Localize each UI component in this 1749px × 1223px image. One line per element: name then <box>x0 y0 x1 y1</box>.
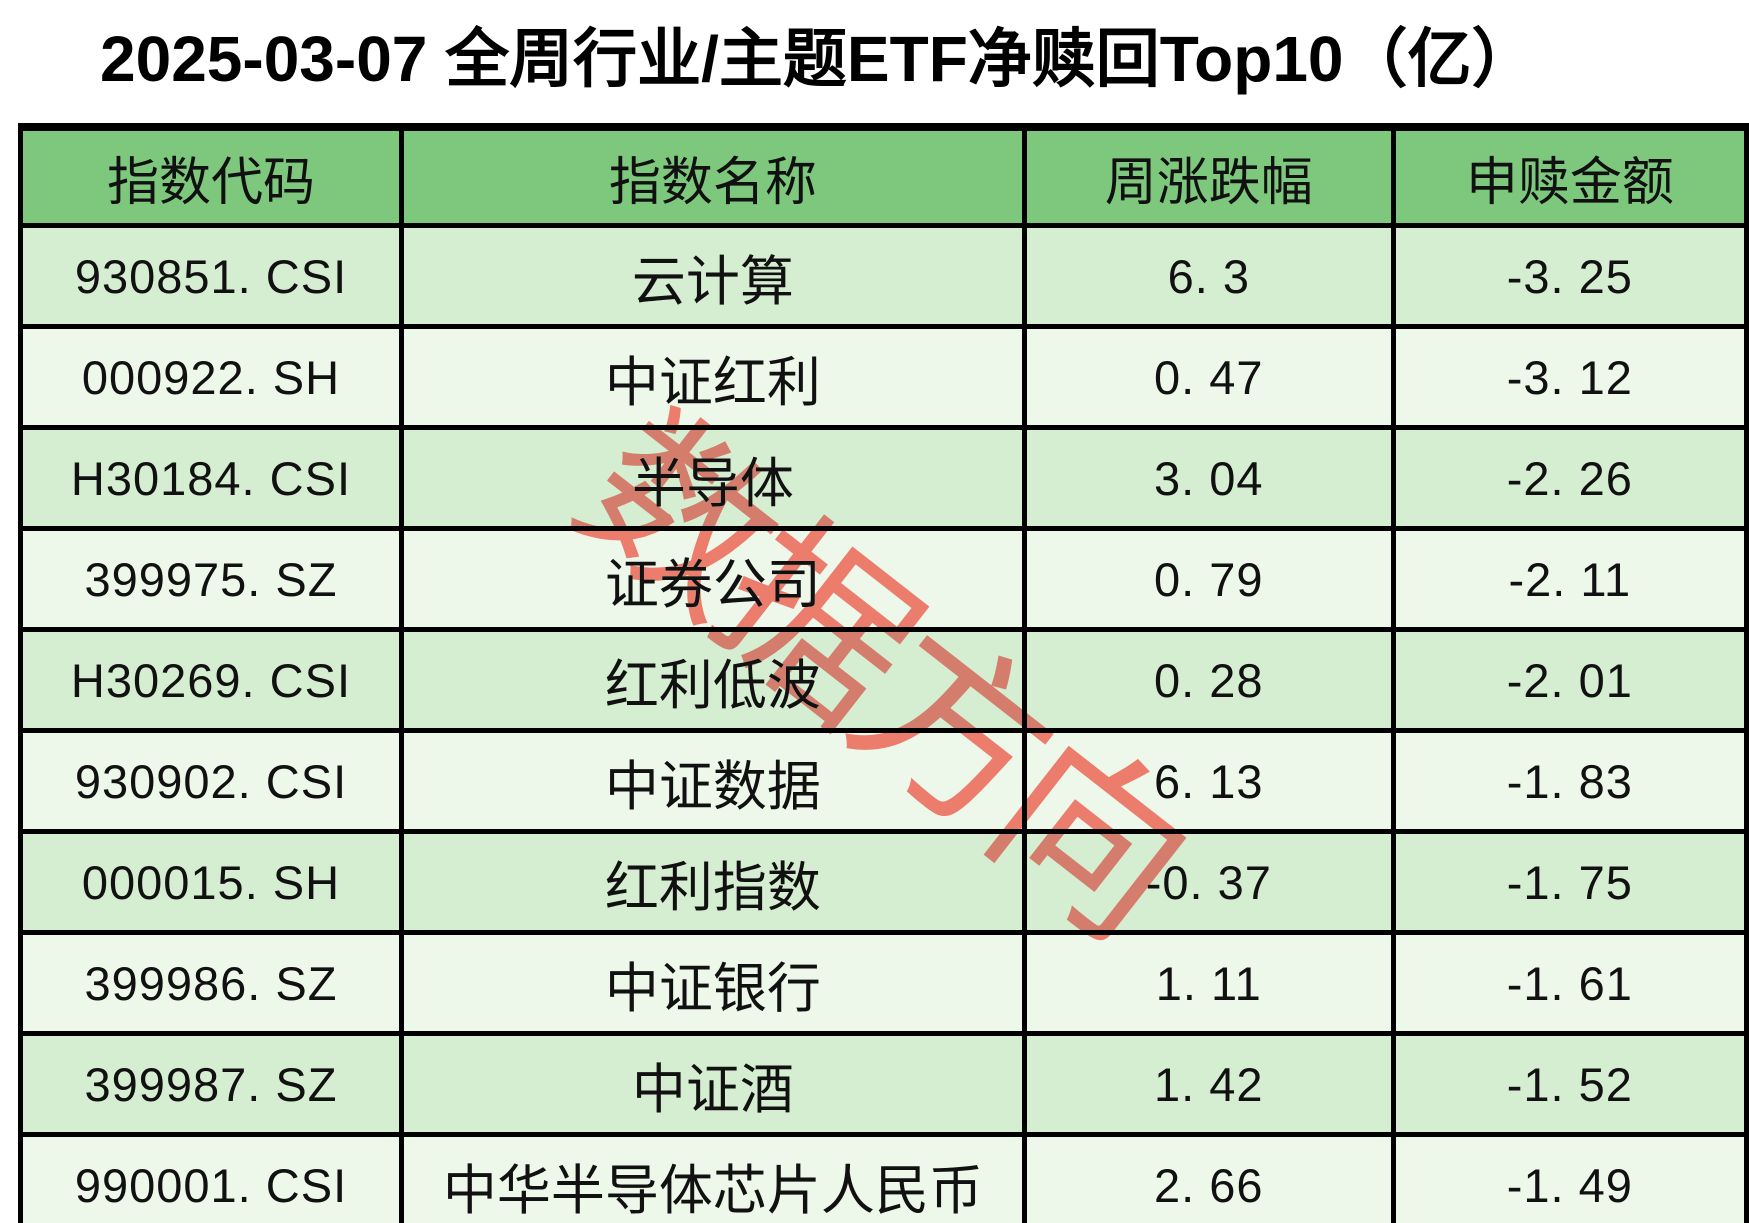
cell-weekly-change: 0. 28 <box>1021 627 1396 733</box>
col-header-index-code: 指数代码 <box>18 123 404 228</box>
cell-index-code: H30269. CSI <box>18 627 404 733</box>
col-header-weekly-change: 周涨跌幅 <box>1021 123 1396 228</box>
cell-index-code: 399986. SZ <box>18 930 404 1036</box>
cell-index-name: 中华半导体芯片人民币 <box>398 1132 1027 1223</box>
col-header-redemption: 申赎金额 <box>1390 123 1749 228</box>
cell-weekly-change: 0. 47 <box>1021 324 1396 430</box>
table-row: H30269. CSI 红利低波 0. 28 -2. 01 <box>18 627 1749 733</box>
cell-redemption: -2. 26 <box>1390 425 1749 531</box>
cell-weekly-change: -0. 37 <box>1021 829 1396 935</box>
cell-index-name: 红利指数 <box>398 829 1027 935</box>
col-header-index-name: 指数名称 <box>398 123 1027 228</box>
table-row: 399986. SZ 中证银行 1. 11 -1. 61 <box>18 930 1749 1036</box>
header-row: 指数代码 指数名称 周涨跌幅 申赎金额 <box>18 123 1749 228</box>
cell-index-code: 000922. SH <box>18 324 404 430</box>
cell-redemption: -2. 11 <box>1390 526 1749 632</box>
cell-redemption: -1. 83 <box>1390 728 1749 834</box>
cell-weekly-change: 6. 13 <box>1021 728 1396 834</box>
cell-index-code: 000015. SH <box>18 829 404 935</box>
cell-index-name: 云计算 <box>398 223 1027 329</box>
cell-index-code: 990001. CSI <box>18 1132 404 1223</box>
table-row: 930851. CSI 云计算 6. 3 -3. 25 <box>18 223 1749 329</box>
cell-weekly-change: 6. 3 <box>1021 223 1396 329</box>
cell-redemption: -1. 52 <box>1390 1031 1749 1137</box>
cell-weekly-change: 2. 66 <box>1021 1132 1396 1223</box>
cell-redemption: -1. 61 <box>1390 930 1749 1036</box>
cell-index-name: 中证红利 <box>398 324 1027 430</box>
table-row: 990001. CSI 中华半导体芯片人民币 2. 66 -1. 49 <box>18 1132 1749 1223</box>
cell-weekly-change: 0. 79 <box>1021 526 1396 632</box>
cell-index-name: 中证数据 <box>398 728 1027 834</box>
cell-index-code: 930851. CSI <box>18 223 404 329</box>
cell-index-name: 半导体 <box>398 425 1027 531</box>
table-row: 000922. SH 中证红利 0. 47 -3. 12 <box>18 324 1749 430</box>
table-row: 399975. SZ 证券公司 0. 79 -2. 11 <box>18 526 1749 632</box>
cell-index-code: H30184. CSI <box>18 425 404 531</box>
table-row: H30184. CSI 半导体 3. 04 -2. 26 <box>18 425 1749 531</box>
cell-index-code: 399987. SZ <box>18 1031 404 1137</box>
cell-index-name: 红利低波 <box>398 627 1027 733</box>
table-row: 930902. CSI 中证数据 6. 13 -1. 83 <box>18 728 1749 834</box>
cell-weekly-change: 1. 11 <box>1021 930 1396 1036</box>
cell-index-name: 中证酒 <box>398 1031 1027 1137</box>
cell-index-code: 930902. CSI <box>18 728 404 834</box>
cell-redemption: -1. 75 <box>1390 829 1749 935</box>
etf-table: 指数代码 指数名称 周涨跌幅 申赎金额 930851. CSI 云计算 6. 3 -3… <box>18 123 1749 1223</box>
table-row: 399987. SZ 中证酒 1. 42 -1. 52 <box>18 1031 1749 1137</box>
cell-index-code: 399975. SZ <box>18 526 404 632</box>
page-title: 2025-03-07 全周行业/主题ETF净赎回Top10（亿） <box>100 23 1536 95</box>
cell-redemption: -3. 25 <box>1390 223 1749 329</box>
cell-redemption: -1. 49 <box>1390 1132 1749 1223</box>
cell-index-name: 证券公司 <box>398 526 1027 632</box>
cell-redemption: -2. 01 <box>1390 627 1749 733</box>
table-body: 930851. CSI 云计算 6. 3 -3. 25 000922. SH 中证红利 0.… <box>18 223 1749 1223</box>
cell-redemption: -3. 12 <box>1390 324 1749 430</box>
table-row: 000015. SH 红利指数 -0. 37 -1. 75 <box>18 829 1749 935</box>
cell-index-name: 中证银行 <box>398 930 1027 1036</box>
cell-weekly-change: 1. 42 <box>1021 1031 1396 1137</box>
cell-weekly-change: 3. 04 <box>1021 425 1396 531</box>
